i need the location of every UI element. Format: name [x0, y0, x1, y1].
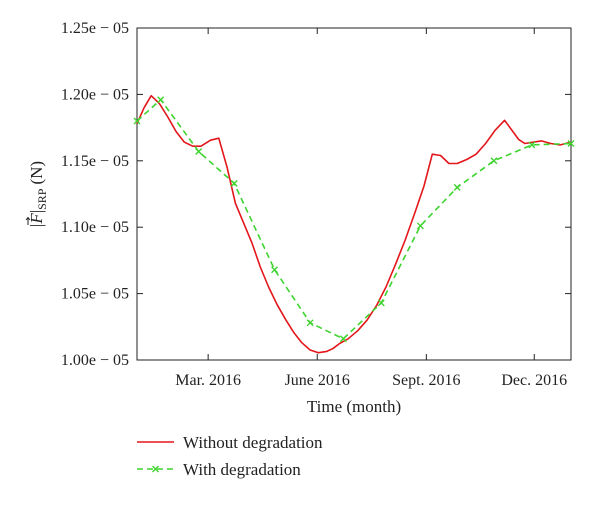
data-point-marker: [567, 140, 575, 148]
legend-label-with-degradation: With degradation: [183, 460, 301, 479]
y-tick-label: 1.25e − 05: [61, 20, 129, 37]
svg-text:|F|SRP(N): |F|SRP(N): [27, 161, 49, 227]
data-point-marker: [528, 141, 536, 149]
y-axis-label-subscript: SRP: [35, 188, 49, 210]
data-point-marker: [133, 117, 141, 125]
legend-item-without-degradation: Without degradation: [137, 433, 323, 452]
data-point-marker: [339, 335, 347, 343]
legend-item-with-degradation: With degradation: [137, 460, 301, 479]
x-tick-label: Sept. 2016: [392, 372, 460, 389]
y-tick-label: 1.15e − 05: [61, 153, 129, 170]
y-axis-ticks: 1.00e − 05 1.05e − 05 1.10e − 05 1.15e − 05…: [61, 20, 571, 369]
legend-label-without-degradation: Without degradation: [183, 433, 323, 452]
series-line-without-degradation: [136, 94, 572, 354]
data-point-marker: [306, 319, 314, 327]
data-point-marker: [416, 222, 424, 230]
data-point-marker: [230, 179, 238, 187]
data-point-marker: [271, 266, 279, 274]
x-tick-label: Mar. 2016: [175, 372, 241, 389]
x-tick-label: June 2016: [285, 372, 350, 389]
x-tick-label: Dec. 2016: [501, 372, 567, 389]
data-point-marker: [377, 299, 385, 307]
y-tick-label: 1.20e − 05: [61, 86, 129, 103]
series-layer: [133, 94, 575, 354]
data-point-marker: [490, 157, 498, 165]
y-axis-label-bar-right: |: [27, 210, 46, 213]
data-point-marker: [453, 183, 461, 191]
y-tick-label: 1.05e − 05: [61, 286, 129, 303]
series-line-with-degradation: [136, 98, 572, 340]
y-axis-label-bar-left: |: [27, 224, 46, 227]
y-axis-label-unit: (N): [27, 161, 46, 185]
x-axis-ticks: Mar. 2016 June 2016 Sept. 2016 Dec. 2016: [175, 28, 567, 389]
legend-marker-x-icon: [152, 465, 159, 473]
y-axis-label: |F|SRP(N): [25, 161, 49, 227]
legend-x-marker: [152, 465, 159, 473]
y-axis-label-force: F: [27, 213, 46, 225]
data-point-marker: [195, 148, 203, 155]
y-tick-label: 1.10e − 05: [61, 219, 129, 236]
vector-arrow-icon: [25, 216, 31, 225]
y-tick-label: 1.00e − 05: [61, 352, 129, 369]
plot-frame: [136, 27, 572, 361]
legend: Without degradation With degradation: [137, 433, 323, 479]
data-point-marker: [157, 96, 165, 104]
x-axis-label: Time (month): [307, 397, 401, 416]
